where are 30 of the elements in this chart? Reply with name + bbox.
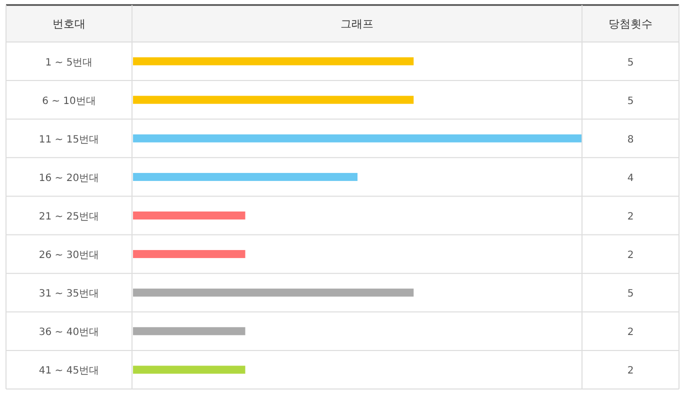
data-label: 5 (627, 288, 634, 300)
data-label: 2 (627, 212, 634, 222)
data-label: 5 (627, 57, 634, 68)
data-label: 5 (627, 96, 634, 107)
bar (133, 366, 246, 374)
y-axis-title: 번호대 (52, 18, 86, 30)
y-tick-label: 21 ~ 25번대 (38, 212, 100, 222)
data-label: 8 (627, 134, 634, 146)
data-label: 2 (627, 327, 634, 338)
y-tick-label: 16 ~ 20번대 (38, 172, 100, 184)
y-tick-label: 26 ~ 30번대 (38, 250, 100, 262)
bar (133, 134, 582, 142)
data-label: 2 (627, 250, 634, 262)
y-tick-label: 11 ~ 15번대 (38, 134, 100, 146)
x-axis-title: 그래프 (340, 18, 374, 30)
bar (133, 57, 414, 66)
data-label: 2 (627, 366, 634, 377)
y-tick-label: 1 ~ 5번대 (45, 57, 93, 68)
y-tick-label: 41 ~ 45번대 (38, 366, 100, 377)
text: 당첨횟수 (608, 18, 652, 30)
data-label: 4 (627, 172, 634, 184)
bar (133, 327, 246, 336)
y-tick-label: 6 ~ 10번대 (42, 96, 96, 107)
bar (133, 96, 414, 104)
bar (133, 172, 358, 181)
bar (133, 288, 414, 297)
y-tick-label: 31 ~ 35번대 (38, 288, 100, 300)
bar (133, 250, 246, 258)
bar (133, 212, 246, 220)
y-tick-label: 36 ~ 40번대 (38, 327, 100, 338)
